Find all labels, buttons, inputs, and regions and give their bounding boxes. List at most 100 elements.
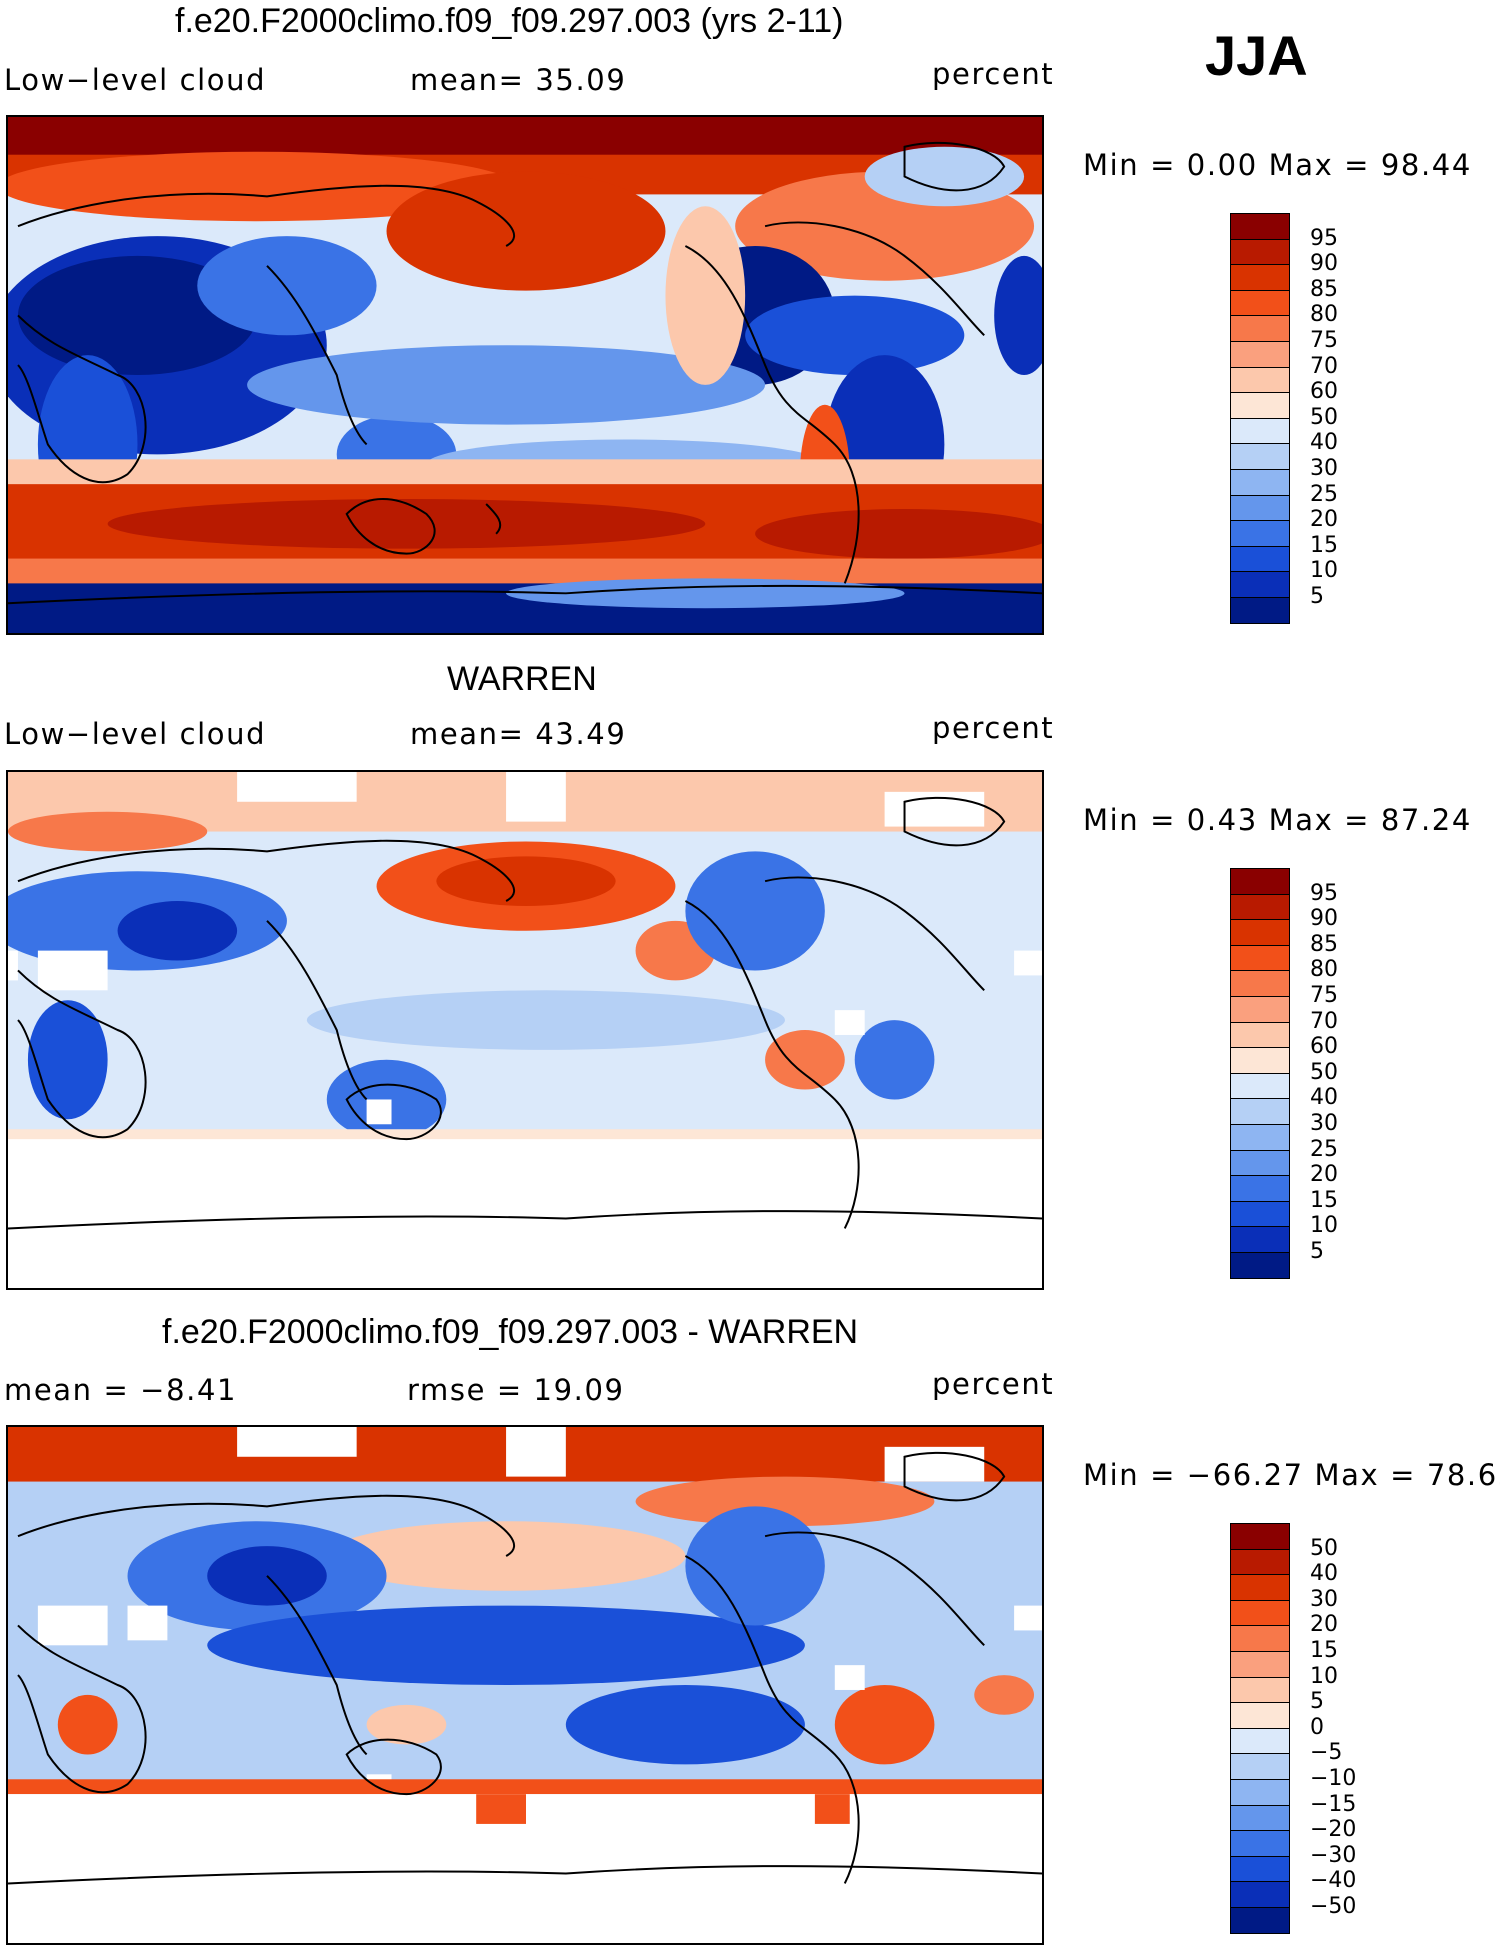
colorbar-swatch <box>1230 970 1290 997</box>
panel3-mean-label: mean = −8.41 <box>4 1373 238 1407</box>
panel1-map <box>6 115 1044 635</box>
colorbar-tick-label: 95 <box>1310 225 1338 251</box>
colorbar-swatch <box>1230 597 1290 624</box>
colorbar-tick-label: −15 <box>1310 1791 1357 1817</box>
colorbar-tick-label: −20 <box>1310 1817 1357 1843</box>
panel3-minmax-label: Min = −66.27 Max = 78.65 <box>1083 1458 1500 1492</box>
season-label: JJA <box>1205 24 1308 87</box>
panel1-variable-label: Low−level cloud <box>4 63 267 97</box>
colorbar-tick-label: 10 <box>1310 558 1338 584</box>
colorbar-swatch <box>1230 366 1290 394</box>
colorbar-swatch <box>1230 1021 1290 1049</box>
colorbar-tick-label: 85 <box>1310 931 1338 957</box>
colorbar-swatch <box>1230 1907 1290 1934</box>
colorbar-swatch <box>1230 213 1290 240</box>
panel2-units-label: percent <box>932 711 1055 745</box>
colorbar-swatch <box>1230 1599 1290 1627</box>
colorbar-swatch <box>1230 996 1290 1023</box>
colorbar-tick-label: −30 <box>1310 1842 1357 1868</box>
colorbar-swatch <box>1230 1072 1290 1100</box>
colorbar-swatch <box>1230 417 1290 445</box>
colorbar-swatch <box>1230 1252 1290 1279</box>
colorbar-tick-label: 40 <box>1310 430 1338 456</box>
colorbar-swatch <box>1230 1625 1290 1652</box>
colorbar-tick-label: −10 <box>1310 1766 1357 1791</box>
colorbar-swatch <box>1230 1651 1290 1678</box>
colorbar-tick-label: 85 <box>1310 276 1338 302</box>
panel3-rmse-label: rmse = 19.09 <box>407 1373 625 1407</box>
colorbar-tick-label: 50 <box>1310 404 1338 430</box>
colorbar-tick-label: −40 <box>1310 1868 1357 1894</box>
colorbar-swatch <box>1230 520 1290 547</box>
panel1-title: f.e20.F2000climo.f09_f09.297.003 (yrs 2-… <box>175 2 844 40</box>
colorbar-swatch <box>1230 443 1290 470</box>
colorbar-tick-label: 95 <box>1310 880 1338 906</box>
colorbar-tick-label: 70 <box>1310 353 1338 379</box>
colorbar-tick-label: 75 <box>1310 983 1338 1008</box>
panel2-variable-label: Low−level cloud <box>4 717 267 751</box>
colorbar-tick-label: 75 <box>1310 328 1338 353</box>
colorbar-tick-label: 25 <box>1310 1136 1338 1162</box>
panel3-units-label: percent <box>932 1367 1055 1401</box>
colorbar-swatch <box>1230 1804 1290 1832</box>
colorbar-swatch <box>1230 1881 1290 1908</box>
panel2-mean-label: mean= 43.49 <box>410 717 627 751</box>
colorbar-tick-label: 20 <box>1310 507 1338 533</box>
colorbar-swatch <box>1230 469 1290 496</box>
colorbar-swatch <box>1230 1676 1290 1704</box>
panel1-mean-label: mean= 35.09 <box>410 63 627 97</box>
colorbar-tick-label: 20 <box>1310 1162 1338 1188</box>
colorbar-swatch <box>1230 238 1290 266</box>
panel3-map-field <box>8 1427 1042 1943</box>
colorbar-tick-label: 30 <box>1310 456 1338 481</box>
colorbar-tick-label: 5 <box>1310 584 1324 609</box>
colorbar-tick-label: 30 <box>1310 1111 1338 1136</box>
colorbar-tick-label: 90 <box>1310 906 1338 932</box>
colorbar-tick-label: 15 <box>1310 532 1338 558</box>
colorbar-swatch <box>1230 944 1290 972</box>
colorbar-swatch <box>1230 264 1290 291</box>
colorbar-swatch <box>1230 1574 1290 1601</box>
colorbar-tick-label: 10 <box>1310 1663 1338 1689</box>
colorbar-swatch <box>1230 494 1290 522</box>
colorbar-tick-label: 0 <box>1310 1714 1324 1740</box>
colorbar-swatch <box>1230 1548 1290 1576</box>
colorbar-tick-label: 25 <box>1310 481 1338 507</box>
colorbar-tick-label: 80 <box>1310 957 1338 983</box>
colorbar-swatch <box>1230 315 1290 342</box>
colorbar-swatch <box>1230 868 1290 895</box>
panel2-map-field <box>8 772 1042 1288</box>
colorbar-swatch <box>1230 1047 1290 1074</box>
colorbar-swatch <box>1230 1855 1290 1883</box>
colorbar-tick-label: 50 <box>1310 1535 1338 1561</box>
colorbar-swatch <box>1230 893 1290 921</box>
colorbar-tick-label: −5 <box>1310 1740 1343 1766</box>
colorbar-tick-label: 90 <box>1310 251 1338 277</box>
colorbar-swatch <box>1230 341 1290 368</box>
panel1-minmax-label: Min = 0.00 Max = 98.44 <box>1083 148 1472 182</box>
colorbar-swatch <box>1230 1124 1290 1151</box>
panel1-units-label: percent <box>932 57 1055 91</box>
colorbar-swatch <box>1230 1830 1290 1857</box>
colorbar-swatch <box>1230 571 1290 598</box>
colorbar-tick-label: 10 <box>1310 1213 1338 1239</box>
colorbar-swatch <box>1230 1523 1290 1550</box>
colorbar-swatch <box>1230 1149 1290 1177</box>
panel2-minmax-label: Min = 0.43 Max = 87.24 <box>1083 803 1472 837</box>
panel3-title: f.e20.F2000climo.f09_f09.297.003 - WARRE… <box>162 1313 859 1351</box>
colorbar-tick-label: 70 <box>1310 1008 1338 1034</box>
colorbar-tick-label: 15 <box>1310 1638 1338 1663</box>
colorbar-tick-label: 40 <box>1310 1561 1338 1587</box>
colorbar-swatch <box>1230 289 1290 317</box>
colorbar-tick-label: 60 <box>1310 1034 1338 1060</box>
colorbar-swatch <box>1230 1727 1290 1755</box>
panel2-map <box>6 770 1044 1290</box>
colorbar-tick-label: 50 <box>1310 1059 1338 1085</box>
colorbar-swatch <box>1230 1779 1290 1806</box>
colorbar-tick-label: 5 <box>1310 1239 1324 1264</box>
colorbar-swatch <box>1230 1702 1290 1729</box>
colorbar-tick-label: 5 <box>1310 1689 1324 1715</box>
colorbar-tick-label: −50 <box>1310 1894 1357 1919</box>
colorbar-swatch <box>1230 1226 1290 1253</box>
colorbar-swatch <box>1230 1098 1290 1125</box>
